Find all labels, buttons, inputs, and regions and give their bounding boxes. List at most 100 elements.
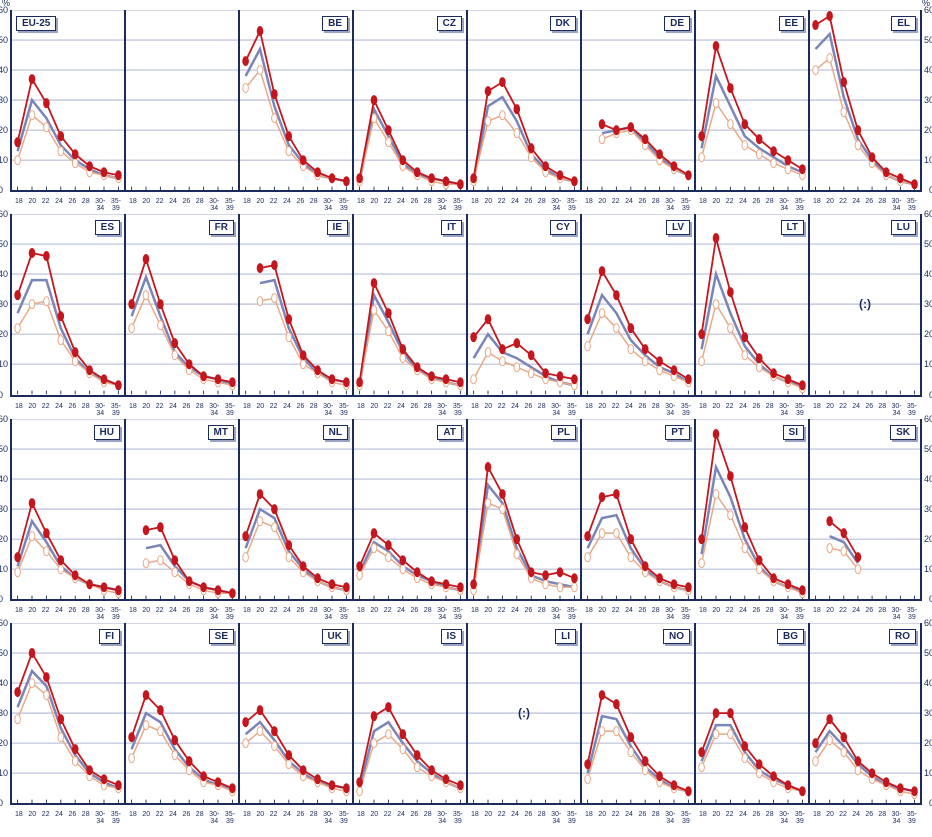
y-tick-label: 50	[924, 35, 932, 45]
y-tick-label: 20	[0, 329, 8, 339]
panel-label: EE	[779, 16, 804, 31]
panel-label: MT	[208, 425, 234, 440]
y-tick-label: 40	[0, 474, 8, 484]
panel-label: FR	[209, 220, 234, 235]
panel-MT: MT18202224262830-3435-39	[124, 419, 238, 601]
panel-DK: DK18202224262830-3435-39	[466, 10, 580, 192]
x-tick-labels: 18202224262830-3435-39	[810, 403, 920, 417]
y-tick-label: 30	[924, 95, 932, 105]
x-tick-labels: 18202224262830-3435-39	[810, 198, 920, 212]
x-tick-labels: 18202224262830-3435-39	[696, 198, 808, 212]
nodata-marker: (:)	[859, 297, 871, 311]
y-tick-label: 30	[924, 299, 932, 309]
x-tick-labels: 18202224262830-3435-39	[12, 811, 124, 825]
panel-label: SK	[890, 425, 916, 440]
panel-label: AT	[437, 425, 462, 440]
x-tick-labels: 18202224262830-3435-39	[240, 811, 352, 825]
panel-label: LV	[666, 220, 690, 235]
y-tick-label: 20	[924, 534, 932, 544]
panel-label: IE	[327, 220, 348, 235]
y-tick-label: 20	[0, 738, 8, 748]
panel-label: BE	[322, 16, 348, 31]
panel-label: CZ	[437, 16, 462, 31]
small-multiples-grid: EU-250102030405060%18202224262830-3435-3…	[10, 10, 922, 827]
y-tick-label: 20	[924, 125, 932, 135]
panel-label: HU	[94, 425, 120, 440]
y-tick-label: 20	[924, 329, 932, 339]
panel-label: LU	[891, 220, 916, 235]
panel-label: PT	[665, 425, 690, 440]
panel-UK: UK18202224262830-3435-39	[238, 623, 352, 805]
y-tick-label: 0	[0, 594, 3, 604]
y-tick-label: 20	[0, 125, 8, 135]
x-tick-labels: 18202224262830-3435-39	[468, 403, 580, 417]
y-tick-label: 40	[924, 474, 932, 484]
panel-SE: SE18202224262830-3435-39	[124, 623, 238, 805]
y-tick-label: 60	[924, 618, 932, 628]
y-tick-label: 10	[0, 768, 8, 778]
x-tick-labels: 18202224262830-3435-39	[810, 607, 920, 621]
y-tick-label: 60	[924, 209, 932, 219]
panel-label: IS	[441, 629, 462, 644]
y-tick-label: 10	[0, 359, 8, 369]
y-tick-label: 0	[0, 390, 3, 400]
y-tick-label: 0	[0, 798, 3, 808]
x-tick-labels: 18202224262830-3435-39	[240, 198, 352, 212]
panel-CZ: CZ18202224262830-3435-39	[352, 10, 466, 192]
x-tick-labels: 18202224262830-3435-39	[126, 198, 238, 212]
panel-PL: PL18202224262830-3435-39	[466, 419, 580, 601]
y-tick-label: 10	[924, 768, 932, 778]
pct-label: %	[2, 0, 10, 8]
panel-label: EL	[891, 16, 916, 31]
y-tick-label: 10	[924, 155, 932, 165]
panel-label: NL	[323, 425, 348, 440]
panel-SI: SI18202224262830-3435-39	[694, 419, 808, 601]
y-tick-label: 40	[0, 678, 8, 688]
panel-HU: HU010203040506018202224262830-3435-39	[10, 419, 124, 601]
panel-PT: PT18202224262830-3435-39	[580, 419, 694, 601]
x-tick-labels: 18202224262830-3435-39	[468, 607, 580, 621]
panel-RO: RO010203040506018202224262830-3435-39	[808, 623, 922, 805]
panel-LI: LI(:)18202224262830-3435-39	[466, 623, 580, 805]
y-tick-label: 10	[0, 155, 8, 165]
x-tick-labels: 18202224262830-3435-39	[12, 198, 124, 212]
x-tick-labels: 18202224262830-3435-39	[354, 607, 466, 621]
y-tick-label: 40	[924, 269, 932, 279]
panel-FR: FR18202224262830-3435-39	[124, 214, 238, 396]
x-tick-labels: 18202224262830-3435-39	[240, 607, 352, 621]
x-tick-labels: 18202224262830-3435-39	[582, 403, 694, 417]
panel-label: BG	[777, 629, 804, 644]
x-tick-labels: 18202224262830-3435-39	[126, 811, 238, 825]
x-tick-labels: 18202224262830-3435-39	[468, 811, 580, 825]
panel-DE: DE18202224262830-3435-39	[580, 10, 694, 192]
panel-label: ES	[95, 220, 120, 235]
panel-BE: BE18202224262830-3435-39	[238, 10, 352, 192]
y-tick-label: 20	[0, 534, 8, 544]
y-tick-label: 50	[0, 444, 8, 454]
x-tick-labels: 18202224262830-3435-39	[240, 403, 352, 417]
panel-label: PL	[551, 425, 576, 440]
panel-label: SI	[783, 425, 804, 440]
panel-LU: LU(:)010203040506018202224262830-3435-39	[808, 214, 922, 396]
x-tick-labels: 18202224262830-3435-39	[126, 403, 238, 417]
panel-label: NO	[663, 629, 690, 644]
x-tick-labels: 18202224262830-3435-39	[582, 607, 694, 621]
y-tick-label: 10	[924, 359, 932, 369]
panel-label: CY	[550, 220, 576, 235]
panel-label: DE	[664, 16, 690, 31]
panel-label: RO	[889, 629, 916, 644]
y-tick-label: 10	[0, 564, 8, 574]
panel-LV: LV18202224262830-3435-39	[580, 214, 694, 396]
panel-label: EU-25	[16, 16, 56, 31]
x-tick-labels: 18202224262830-3435-39	[696, 607, 808, 621]
x-tick-labels: 18202224262830-3435-39	[696, 403, 808, 417]
panel-label: DK	[550, 16, 576, 31]
panel-SK: SK010203040506018202224262830-3435-39	[808, 419, 922, 601]
y-tick-label: 50	[0, 648, 8, 658]
x-tick-labels: 18202224262830-3435-39	[696, 811, 808, 825]
y-tick-label: 10	[924, 564, 932, 574]
panel-label: IT	[441, 220, 462, 235]
nodata-marker: (:)	[518, 706, 530, 720]
y-tick-label: 40	[0, 269, 8, 279]
panel-label: SE	[209, 629, 234, 644]
